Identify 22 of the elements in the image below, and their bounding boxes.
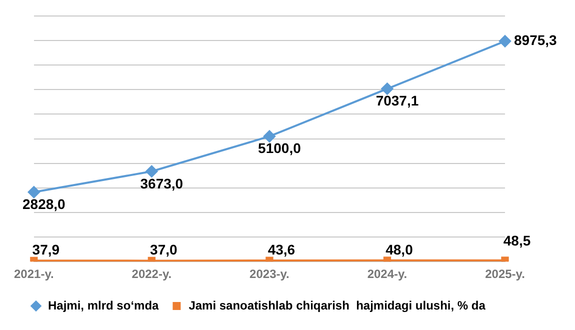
data-label: 3673,0 bbox=[140, 175, 184, 192]
x-tick-label: 2023-y. bbox=[250, 267, 290, 282]
point bbox=[146, 165, 158, 178]
x-tick-label: 2024-y. bbox=[367, 267, 408, 282]
point bbox=[381, 82, 394, 95]
x-tick-label: 2025-y. bbox=[485, 267, 525, 282]
data-label: 8975,3 bbox=[514, 32, 558, 48]
point bbox=[263, 130, 276, 142]
x-tick-label: 2022-y. bbox=[132, 267, 172, 282]
x-tick-label: 2021-y. bbox=[14, 267, 54, 282]
data-label: 37,0 bbox=[150, 242, 178, 258]
point bbox=[28, 186, 40, 198]
data-label: 2828,0 bbox=[22, 196, 66, 212]
data-label: 37,9 bbox=[32, 242, 60, 258]
data-label: 7037,1 bbox=[376, 92, 419, 109]
data-label: 48,5 bbox=[503, 232, 531, 248]
legend-label: Hajmi, mlrd so‘mda bbox=[48, 298, 160, 312]
data-label: 43,6 bbox=[268, 241, 296, 258]
point bbox=[499, 35, 511, 48]
data-label: 48,0 bbox=[386, 241, 414, 258]
legend-label: Jami sanoatishlab chiqarish hajmidagi ulushi, % da bbox=[188, 298, 486, 312]
data-label: 5100,0 bbox=[258, 140, 302, 156]
